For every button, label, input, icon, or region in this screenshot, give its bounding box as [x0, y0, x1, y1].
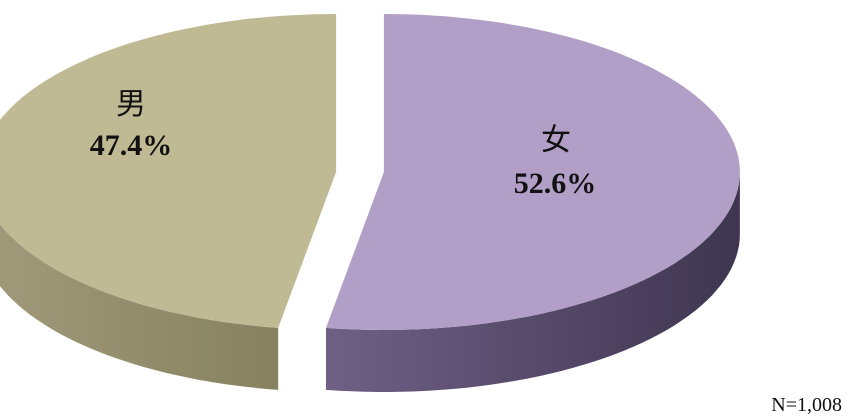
pie-labels: 女 52.6% 男 47.4%: [90, 87, 597, 200]
slice-male-top: [0, 14, 337, 328]
slice-label-female: 女: [541, 123, 571, 158]
slice-value-female: 52.6%: [514, 167, 597, 200]
slice-value-male: 47.4%: [90, 129, 173, 162]
sample-size-note: N=1,008: [771, 394, 842, 416]
slice-male-side-0: [0, 224, 279, 390]
slice-label-male: 男: [116, 87, 146, 122]
slice-female-side-0: [326, 172, 740, 392]
pie-slices: [0, 14, 740, 392]
slice-female-top: [326, 14, 740, 330]
